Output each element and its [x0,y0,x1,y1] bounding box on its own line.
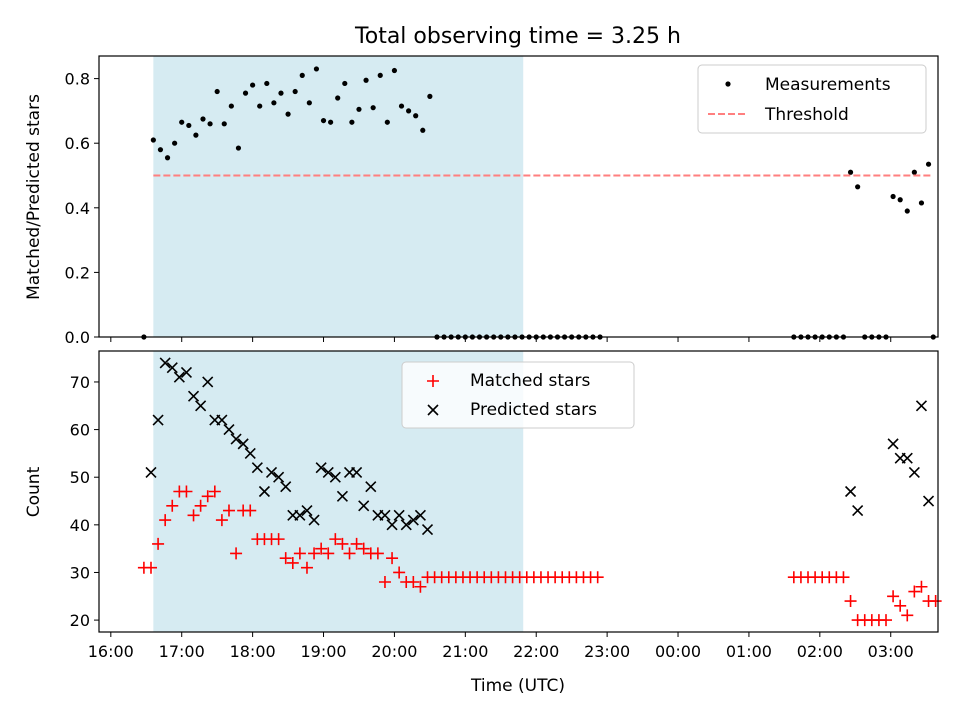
measurement-point [385,120,390,125]
y-tick-label: 60 [70,421,90,440]
y-tick-label: 0.2 [65,263,90,282]
measurement-point [307,100,312,105]
top-panel-ylabel: Matched/Predicted stars [24,94,44,300]
measurement-point [898,197,903,202]
y-tick-label: 30 [70,563,90,582]
measurement-point [349,120,354,125]
legend-threshold-label: Threshold [764,105,849,125]
measurement-point [926,162,931,167]
measurement-point [222,121,227,126]
measurement-point [264,81,269,86]
measurement-point [912,170,917,175]
measurement-point [378,73,383,78]
measurement-point [250,82,255,87]
measurement-point [919,200,924,205]
measurement-point [236,145,241,150]
measurement-point [300,73,305,78]
measurement-point [151,137,156,142]
y-tick-label: 0.4 [65,199,90,218]
x-tick-label: 23:00 [584,642,630,661]
measurement-point [363,78,368,83]
y-tick-label: 0.8 [65,70,90,89]
legend-predicted-label: Predicted stars [470,400,597,420]
x-tick-label: 19:00 [300,642,346,661]
measurement-point [158,147,163,152]
measurement-point [321,118,326,123]
measurement-point [179,120,184,125]
y-tick-label: 50 [70,468,90,487]
measurement-point [392,68,397,73]
x-tick-label: 01:00 [726,642,772,661]
measurement-point [848,170,853,175]
x-tick-label: 03:00 [868,642,914,661]
y-tick-label: 0.0 [65,328,90,347]
y-tick-label: 0.6 [65,134,90,153]
measurement-point [427,94,432,99]
measurement-point [243,91,248,96]
measurement-point [399,103,404,108]
measurement-point [328,120,333,125]
legend-measurements-marker [725,81,730,86]
measurement-point [335,95,340,100]
x-tick-label: 00:00 [655,642,701,661]
measurement-point [855,184,860,189]
y-tick-label: 20 [70,611,90,630]
measurement-point [271,100,276,105]
measurement-point [186,123,191,128]
measurement-point [293,89,298,94]
measurement-point [257,103,262,108]
bottom-legend: Matched stars Predicted stars [402,362,634,428]
x-tick-label: 02:00 [797,642,843,661]
legend-measurements-label: Measurements [765,75,891,95]
measurement-point [207,121,212,126]
x-tick-label: 20:00 [371,642,417,661]
measurement-point [413,113,418,118]
measurement-point [314,66,319,71]
measurement-point [406,108,411,113]
y-tick-label: 70 [70,373,90,392]
measurement-point [172,141,177,146]
legend-matched-label: Matched stars [470,371,590,391]
x-tick-label: 17:00 [159,642,205,661]
figure: Total observing time = 3.25 h 0.0 0.2 0.4 0… [0,0,960,720]
measurement-point [165,155,170,160]
measurement-point [193,133,198,138]
measurement-point [278,91,283,96]
x-tick-label: 16:00 [88,642,134,661]
measurement-point [342,81,347,86]
figure-title: Total observing time = 3.25 h [354,24,681,49]
measurement-point [371,105,376,110]
x-tick-label: 18:00 [230,642,276,661]
x-tick-label: 21:00 [442,642,488,661]
measurement-point [356,107,361,112]
measurement-point [215,89,220,94]
bottom-panel-ylabel: Count [24,466,44,517]
measurement-point [890,194,895,199]
x-tick-label: 22:00 [513,642,559,661]
top-legend: Measurements Threshold [698,65,926,133]
measurement-point [420,128,425,133]
measurement-point [200,116,205,121]
x-axis-label: Time (UTC) [470,676,565,696]
measurement-point [285,112,290,117]
measurement-point [229,103,234,108]
measurement-point [905,208,910,213]
y-tick-label: 40 [70,516,90,535]
